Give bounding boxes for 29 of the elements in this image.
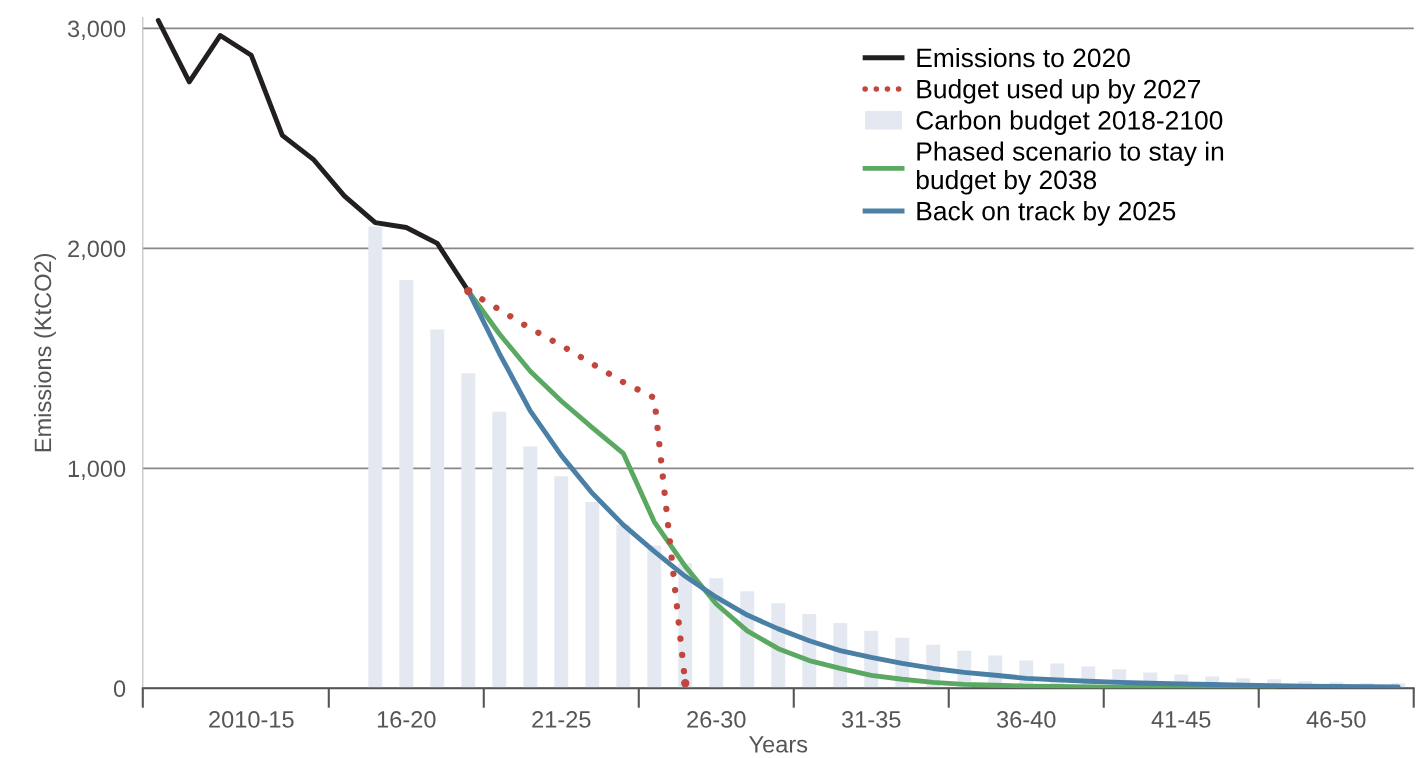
- bar: [585, 501, 600, 689]
- x-tick-label: 26-30: [687, 711, 746, 728]
- bar: [492, 411, 507, 689]
- legend-label: Phased scenario to stay in budget by 2038: [916, 141, 1224, 195]
- x-tick-label: 31-35: [841, 711, 901, 728]
- y-tick-label: 2,000: [68, 240, 126, 260]
- legend-label: Emissions to 2020: [917, 47, 1130, 68]
- x-tick-label: 41-45: [1151, 711, 1211, 728]
- y-tick-label: 0: [113, 680, 126, 698]
- x-axis-title: Years: [749, 736, 808, 753]
- bar: [523, 446, 538, 689]
- x-tick-label: 36-40: [996, 711, 1056, 728]
- bar: [647, 545, 662, 689]
- bar: [399, 280, 414, 689]
- x-tick-label: 2010-15: [209, 711, 294, 728]
- bar: [554, 476, 569, 689]
- legend-label: Carbon budget 2018-2100: [916, 110, 1223, 135]
- x-tick-label: 16-20: [377, 711, 436, 728]
- bar: [616, 524, 631, 689]
- y-tick-label: 3,000: [67, 20, 126, 41]
- legend-label: Back on track by 2025: [917, 201, 1176, 226]
- legend-label: Budget used up by 2027: [917, 79, 1201, 104]
- bar: [430, 329, 445, 689]
- bar: [368, 226, 383, 689]
- x-tick-label: 46-50: [1306, 711, 1366, 728]
- y-tick-label: 1,000: [68, 460, 126, 480]
- x-tick-label: 21-25: [532, 711, 591, 728]
- y-axis-title: Emissions (KtCO2): [33, 253, 56, 452]
- bar: [461, 373, 476, 689]
